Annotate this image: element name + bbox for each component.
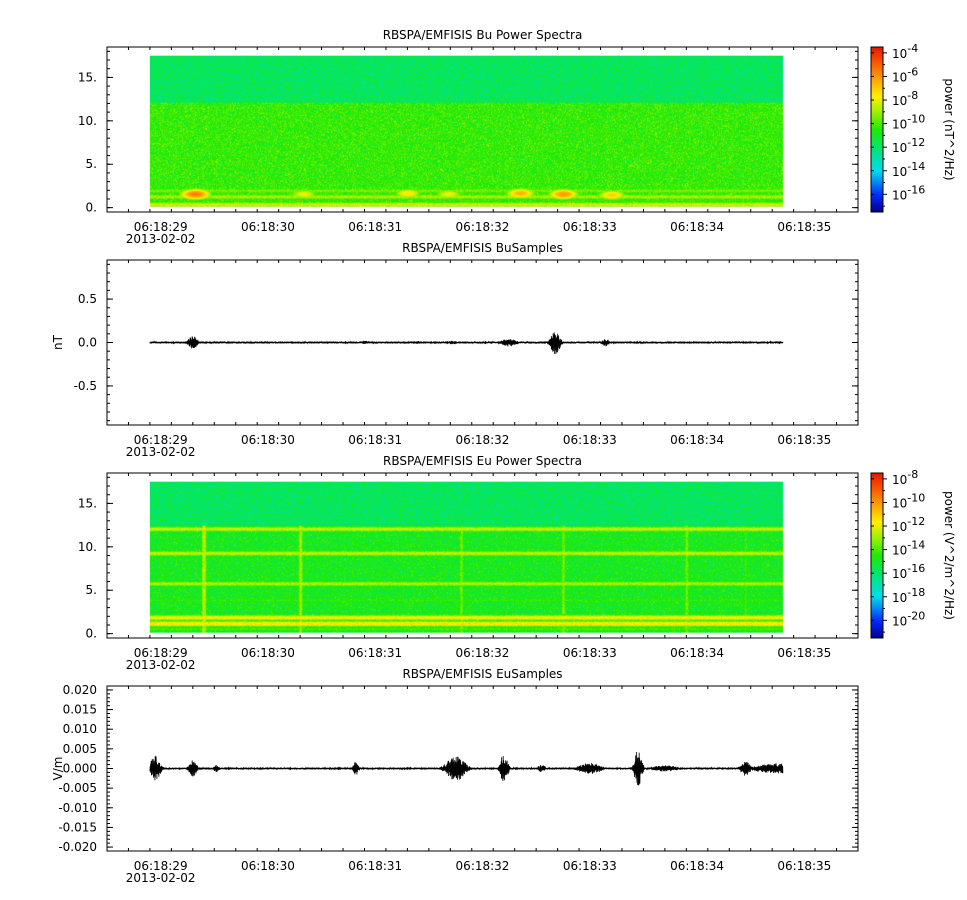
x-date-label: 2013-02-02	[126, 871, 196, 885]
y-tick-label: 0.000	[63, 762, 97, 776]
panel-3: RBSPA/EMFISIS Eu Power Spectra 10-20 10-18…	[78, 454, 956, 672]
colorbar-tick-label: 10-16	[892, 562, 925, 581]
spectrogram	[149, 481, 783, 634]
y-tick-label: -0.5	[74, 379, 97, 393]
x-tick-label: 06:18:31	[348, 433, 402, 447]
y-tick-label: 10.	[78, 114, 97, 128]
y-tick-label: -0.020	[58, 840, 97, 854]
y-tick-label: 0.5	[78, 292, 97, 306]
colorbar-tick-label: 10-18	[892, 586, 925, 605]
y-tick-label: 0.	[86, 627, 97, 641]
x-tick-label: 06:18:32	[456, 220, 510, 234]
colorbar-label: power (nT^2/Hz)	[942, 78, 956, 180]
y-tick-label: 0.005	[63, 742, 97, 756]
y-tick-label: 0.	[86, 201, 97, 215]
x-tick-label: 06:18:30	[241, 859, 295, 873]
x-tick-label: 06:18:33	[563, 220, 617, 234]
y-tick-label: -0.015	[58, 820, 97, 834]
colorbar-tick-label: 10-6	[892, 65, 918, 84]
x-tick-label: 06:18:29	[134, 646, 188, 660]
chart-title: RBSPA/EMFISIS Bu Power Spectra	[383, 28, 583, 42]
colorbar-tick-label: 10-8	[892, 468, 918, 487]
y-tick-label: 10.	[78, 540, 97, 554]
y-tick-label: 0.0	[78, 336, 97, 350]
chart-title: RBSPA/EMFISIS BuSamples	[402, 241, 563, 255]
x-tick-label: 06:18:31	[348, 220, 402, 234]
y-tick-label: 15.	[78, 496, 97, 510]
x-tick-label: 06:18:33	[563, 433, 617, 447]
y-tick-label: 0.015	[63, 703, 97, 717]
x-date-label: 2013-02-02	[126, 658, 196, 672]
colorbar-tick-label: 10-10	[892, 491, 925, 510]
x-tick-label: 06:18:35	[777, 859, 831, 873]
x-tick-label: 06:18:31	[348, 859, 402, 873]
colorbar-tick-label: 10-10	[892, 113, 925, 132]
colorbar-tick-label: 10-14	[892, 539, 925, 558]
y-axis-label: V/m	[51, 757, 65, 781]
panel-4: RBSPA/EMFISIS EuSamples 0.020 0.015 0.010 0.…	[51, 667, 859, 885]
colorbar-tick-label: 10-16	[892, 183, 925, 202]
x-tick-label: 06:18:31	[348, 646, 402, 660]
colorbar-label: power (V^2/m^2/Hz)	[942, 491, 956, 620]
x-tick-label: 06:18:34	[670, 220, 724, 234]
x-tick-label: 06:18:32	[456, 433, 510, 447]
y-tick-label: 5.	[86, 583, 97, 597]
x-tick-label: 06:18:33	[563, 646, 617, 660]
colorbar-tick-label: 10-14	[892, 160, 925, 179]
x-tick-label: 06:18:30	[241, 220, 295, 234]
x-tick-label: 06:18:29	[134, 220, 188, 234]
x-tick-label: 06:18:30	[241, 433, 295, 447]
chart-title: RBSPA/EMFISIS EuSamples	[402, 667, 562, 681]
y-tick-label: 5.	[86, 157, 97, 171]
colorbar-tick-label: 10-20	[892, 609, 925, 628]
colorbar-tick-label: 10-12	[892, 136, 925, 155]
waveform-series	[149, 332, 784, 355]
panel-2: RBSPA/EMFISIS BuSamples 0.5 0.0 -0.5 06:18:2…	[51, 241, 859, 459]
x-tick-label: 06:18:32	[456, 646, 510, 660]
spectrogram	[149, 55, 783, 208]
x-tick-label: 06:18:32	[456, 859, 510, 873]
y-tick-label: -0.010	[58, 801, 97, 815]
y-tick-label: 15.	[78, 70, 97, 84]
x-tick-label: 06:18:34	[670, 433, 724, 447]
colorbar: 10-20 10-18 10-16 10-14 10-12 10-10 10-8 power …	[870, 468, 956, 639]
colorbar-tick-label: 10-12	[892, 515, 925, 534]
colorbar: 10-16 10-14 10-12 10-10 10-8 10-6 10-4 power (n…	[870, 42, 956, 213]
waveform-series	[149, 751, 784, 786]
colorbar-tick-label: 10-4	[892, 42, 918, 61]
y-tick-label: 0.010	[63, 722, 97, 736]
x-tick-label: 06:18:29	[134, 859, 188, 873]
x-tick-label: 06:18:30	[241, 646, 295, 660]
y-axis-label: nT	[51, 334, 65, 350]
x-tick-label: 06:18:34	[670, 859, 724, 873]
x-tick-label: 06:18:35	[777, 646, 831, 660]
x-date-label: 2013-02-02	[126, 232, 196, 246]
colorbar-tick-label: 10-8	[892, 89, 918, 108]
x-date-label: 2013-02-02	[126, 445, 196, 459]
chart-title: RBSPA/EMFISIS Eu Power Spectra	[383, 454, 582, 468]
x-tick-label: 06:18:34	[670, 646, 724, 660]
y-tick-label: 0.020	[63, 683, 97, 697]
x-tick-label: 06:18:35	[777, 220, 831, 234]
x-tick-label: 06:18:35	[777, 433, 831, 447]
x-tick-label: 06:18:29	[134, 433, 188, 447]
x-tick-label: 06:18:33	[563, 859, 617, 873]
panel-1: RBSPA/EMFISIS Bu Power Spectra 10-16 10-14…	[78, 28, 956, 246]
y-tick-label: -0.005	[58, 781, 97, 795]
